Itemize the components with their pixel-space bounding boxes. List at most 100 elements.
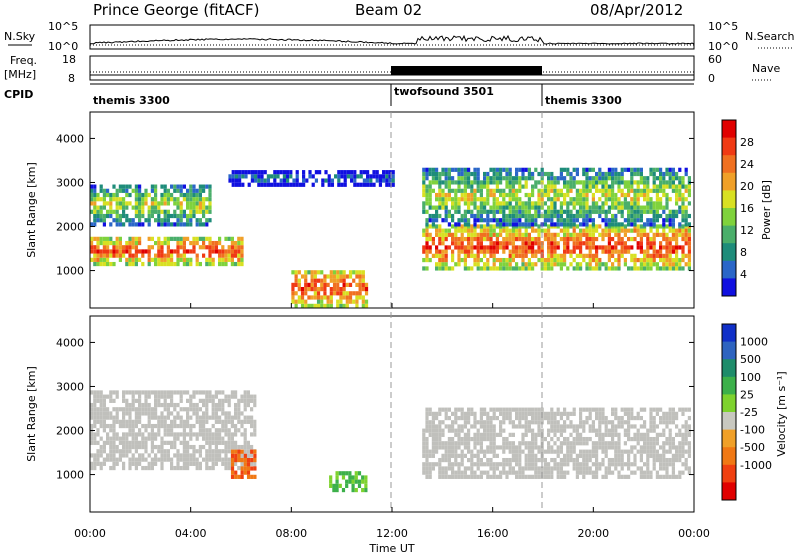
echo-cell	[189, 436, 193, 441]
echo-cell	[176, 253, 180, 258]
echo-cell	[237, 411, 241, 416]
echo-cell	[457, 167, 461, 172]
echo-cell	[160, 402, 164, 408]
echo-cell	[297, 295, 301, 300]
echo-cell	[198, 209, 202, 214]
echo-cell	[154, 240, 158, 246]
echo-cell	[195, 222, 199, 227]
echo-cell	[192, 402, 196, 408]
echo-cell	[189, 184, 193, 189]
echo-cell	[166, 201, 170, 206]
echo-cell	[441, 201, 445, 206]
echo-cell	[447, 415, 451, 421]
echo-cell	[652, 466, 656, 471]
echo-cell	[163, 419, 167, 424]
echo-cell	[630, 407, 634, 412]
echo-cell	[467, 411, 471, 416]
echo-cell	[294, 303, 298, 308]
echo-cell	[588, 245, 592, 250]
echo-cell	[154, 209, 158, 214]
echo-cell	[604, 420, 608, 425]
echo-cell	[355, 274, 359, 279]
echo-cell	[444, 457, 448, 463]
echo-cell	[518, 462, 522, 467]
echo-cell	[122, 398, 126, 403]
echo-cell	[563, 184, 567, 189]
echo-cell	[633, 445, 637, 450]
echo-cell	[623, 262, 627, 267]
echo-cell	[160, 440, 164, 445]
echo-cell	[202, 197, 206, 202]
echo-cell	[179, 457, 183, 462]
echo-cell	[483, 428, 487, 433]
echo-cell	[211, 461, 215, 466]
echo-cell	[134, 398, 138, 403]
echo-cell	[607, 232, 611, 237]
echo-cell	[662, 176, 666, 181]
echo-cell	[125, 440, 129, 445]
echo-cell	[205, 407, 209, 412]
echo-cell	[489, 407, 493, 412]
echo-cell	[323, 303, 327, 308]
echo-cell	[160, 457, 164, 462]
echo-cell	[128, 192, 132, 198]
echo-cell	[428, 184, 432, 189]
echo-cell	[234, 457, 238, 463]
echo-cell	[687, 407, 691, 412]
echo-cell	[652, 241, 656, 246]
echo-cell	[486, 188, 490, 193]
echo-cell	[351, 479, 355, 484]
echo-cell	[671, 176, 675, 181]
echo-cell	[483, 224, 487, 229]
echo-cell	[649, 222, 653, 227]
cpid-segment-3: themis 3300	[545, 94, 622, 107]
echo-cell	[444, 470, 448, 475]
echo-cell	[451, 249, 455, 254]
echo-cell	[425, 201, 429, 206]
echo-cell	[102, 257, 106, 262]
echo-cell	[633, 266, 637, 271]
echo-cell	[457, 188, 461, 193]
echo-cell	[585, 222, 589, 227]
echo-cell	[291, 291, 295, 296]
echo-cell	[138, 440, 142, 445]
echo-cell	[141, 432, 145, 437]
echo-cell	[652, 236, 656, 242]
echo-cell	[425, 266, 429, 271]
echo-cell	[208, 449, 212, 454]
echo-cell	[588, 184, 592, 189]
echo-cell	[508, 218, 512, 223]
echo-cell	[166, 253, 170, 258]
echo-cell	[112, 444, 116, 450]
echo-cell	[649, 474, 653, 479]
echo-cell	[451, 441, 455, 446]
echo-cell	[243, 466, 247, 471]
echo-cell	[604, 424, 608, 429]
echo-cell	[189, 249, 193, 254]
echo-cell	[447, 428, 451, 433]
echo-cell	[385, 170, 389, 175]
echo-cell	[633, 415, 637, 421]
echo-cell	[633, 222, 637, 227]
echo-cell	[431, 432, 435, 437]
echo-cell	[655, 209, 659, 214]
echo-cell	[431, 428, 435, 433]
echo-cell	[435, 262, 439, 267]
echo-cell	[428, 171, 432, 177]
echo-cell	[125, 407, 129, 412]
echo-cell	[214, 457, 218, 462]
echo-cell	[332, 278, 337, 283]
echo-cell	[515, 462, 519, 467]
echo-cell	[531, 262, 535, 267]
echo-cell	[495, 171, 499, 177]
echo-cell	[662, 445, 666, 450]
echo-cell	[270, 182, 274, 187]
echo-cell	[556, 188, 560, 193]
echo-cell	[675, 241, 679, 246]
echo-cell	[521, 184, 525, 189]
echo-cell	[627, 249, 631, 254]
echo-cell	[572, 241, 576, 246]
echo-cell	[428, 188, 432, 193]
echo-cell	[125, 449, 129, 454]
echo-cell	[240, 240, 244, 246]
